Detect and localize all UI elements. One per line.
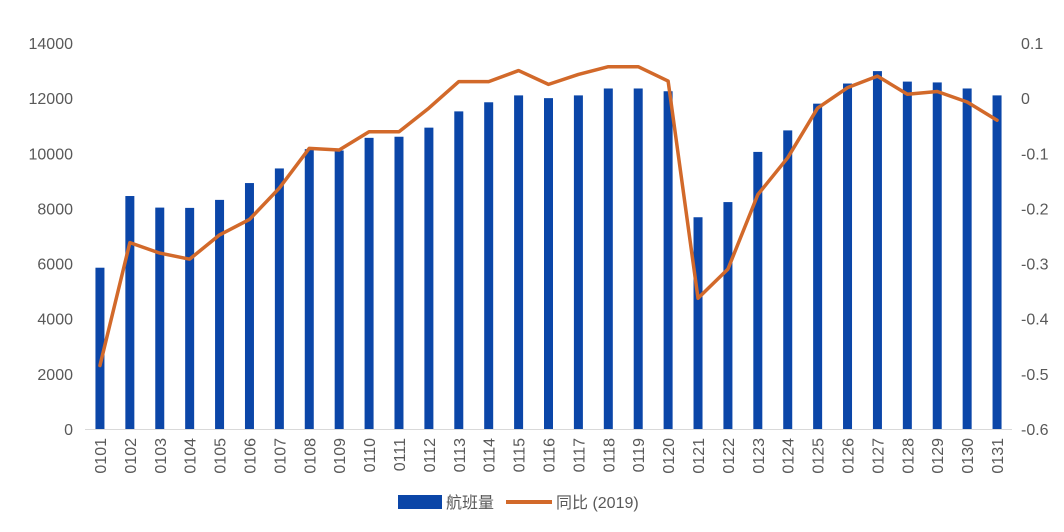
right-tick-label: 0.1 [1021,36,1043,53]
x-tick-label: 0130 [960,438,977,474]
x-tick-label: 0101 [93,438,110,474]
bar-0127 [872,71,882,430]
bar-0105 [215,199,225,429]
left-y-axis-ticks: 0 2000 4000 6000 8000 10000 12000 14000 [29,36,74,439]
legend-label-bar: 航班量 [446,494,494,512]
x-tick-label: 0115 [512,438,529,473]
x-tick-label: 0116 [542,438,559,473]
bar-0112 [424,127,434,429]
bar-0104 [185,207,195,429]
x-tick-label: 0127 [870,438,887,474]
bar-series [95,71,1002,430]
x-tick-label: 0128 [900,438,917,474]
x-tick-label: 0124 [781,438,798,474]
x-tick-label: 0122 [721,438,738,474]
bar-0117 [573,95,583,429]
bar-0131 [992,95,1002,429]
bar-0106 [244,183,254,429]
x-tick-label: 0118 [601,438,618,473]
bar-0115 [514,95,524,429]
x-tick-label: 0107 [272,438,289,474]
legend: 航班量 同比 (2019) [398,494,639,512]
bar-0103 [155,207,165,429]
bar-0126 [843,83,853,429]
x-tick-label: 0117 [571,438,588,473]
bar-0128 [902,81,912,429]
x-tick-label: 0125 [811,438,828,474]
x-tick-label: 0119 [631,438,648,473]
right-tick-label: 0 [1021,91,1030,108]
left-tick-label: 10000 [29,146,74,163]
left-tick-label: 4000 [37,312,73,329]
left-tick-label: 2000 [37,367,73,384]
x-tick-label: 0123 [751,438,768,474]
bar-0110 [364,137,374,429]
bar-0120 [663,91,673,429]
x-tick-label: 0109 [332,438,349,474]
bar-0129 [932,82,942,430]
bar-0114 [484,102,494,429]
x-tick-label: 0131 [990,438,1007,474]
left-tick-label: 12000 [29,91,74,108]
legend-swatch-bar [398,495,442,509]
x-tick-label: 0129 [930,438,947,474]
x-tick-label: 0103 [153,438,170,474]
bar-0107 [274,168,284,429]
bar-0119 [633,88,643,430]
x-tick-label: 0104 [183,438,200,474]
x-tick-label: 0114 [482,438,499,473]
bar-0122 [723,202,733,429]
x-tick-label: 0110 [362,438,379,473]
bar-0118 [603,88,613,430]
x-tick-label: 0121 [691,438,708,474]
right-tick-label: -0.2 [1021,201,1049,218]
x-tick-label: 0105 [213,438,230,474]
legend-label-line: 同比 (2019) [556,494,639,512]
bar-0121 [693,217,703,429]
bar-0102 [125,196,135,429]
right-tick-label: -0.3 [1021,257,1049,274]
line-series [98,64,999,368]
x-axis-ticks: 0101 0102 0103 0104 0105 0106 0107 0108 0109 0110… [93,438,1007,474]
bar-0130 [962,88,972,430]
right-tick-label: -0.1 [1021,146,1049,163]
left-tick-label: 6000 [37,257,73,274]
x-tick-label: 0102 [123,438,140,474]
bar-0123 [753,151,763,429]
x-tick-label: 0113 [452,438,469,473]
left-tick-label: 14000 [29,36,74,53]
right-tick-label: -0.4 [1021,312,1049,329]
right-tick-label: -0.5 [1021,367,1049,384]
right-y-axis-ticks: -0.6 -0.5 -0.4 -0.3 -0.2 -0.1 0 0.1 [1021,36,1049,439]
bar-0125 [813,103,823,429]
bar-0101 [95,267,105,429]
left-tick-label: 8000 [37,201,73,218]
x-tick-label: 0111 [392,438,409,471]
right-tick-label: -0.6 [1021,422,1049,439]
bar-0124 [783,130,793,429]
bar-0116 [544,98,553,429]
bar-0111 [394,136,404,430]
x-tick-label: 0108 [302,438,319,474]
x-tick-label: 0126 [841,438,858,474]
bar-0108 [304,149,314,429]
x-tick-label: 0120 [661,438,678,474]
bar-0109 [334,150,344,429]
x-tick-label: 0106 [242,438,259,474]
x-tick-label: 0112 [422,438,439,473]
bar-0113 [454,111,464,429]
left-tick-label: 0 [64,422,73,439]
